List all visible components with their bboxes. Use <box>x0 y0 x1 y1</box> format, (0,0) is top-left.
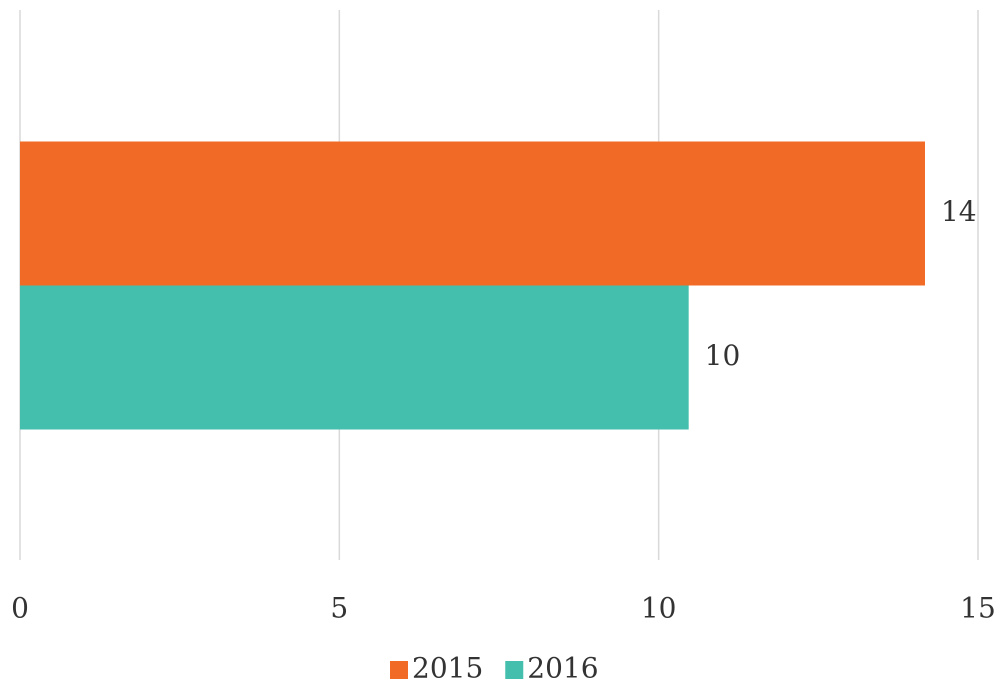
x-tick-label: 15 <box>960 592 996 625</box>
x-tick-label: 0 <box>11 592 29 625</box>
data-label: 10 <box>705 339 741 372</box>
x-tick-label: 5 <box>330 592 348 625</box>
data-label: 14 <box>941 195 977 228</box>
legend-swatch <box>505 661 524 679</box>
legend-label: 2015 <box>412 652 483 685</box>
legend-label: 2016 <box>527 652 598 685</box>
x-tick-label: 10 <box>641 592 677 625</box>
legend-swatch <box>390 661 408 679</box>
bar <box>20 285 689 430</box>
bar <box>20 141 925 286</box>
